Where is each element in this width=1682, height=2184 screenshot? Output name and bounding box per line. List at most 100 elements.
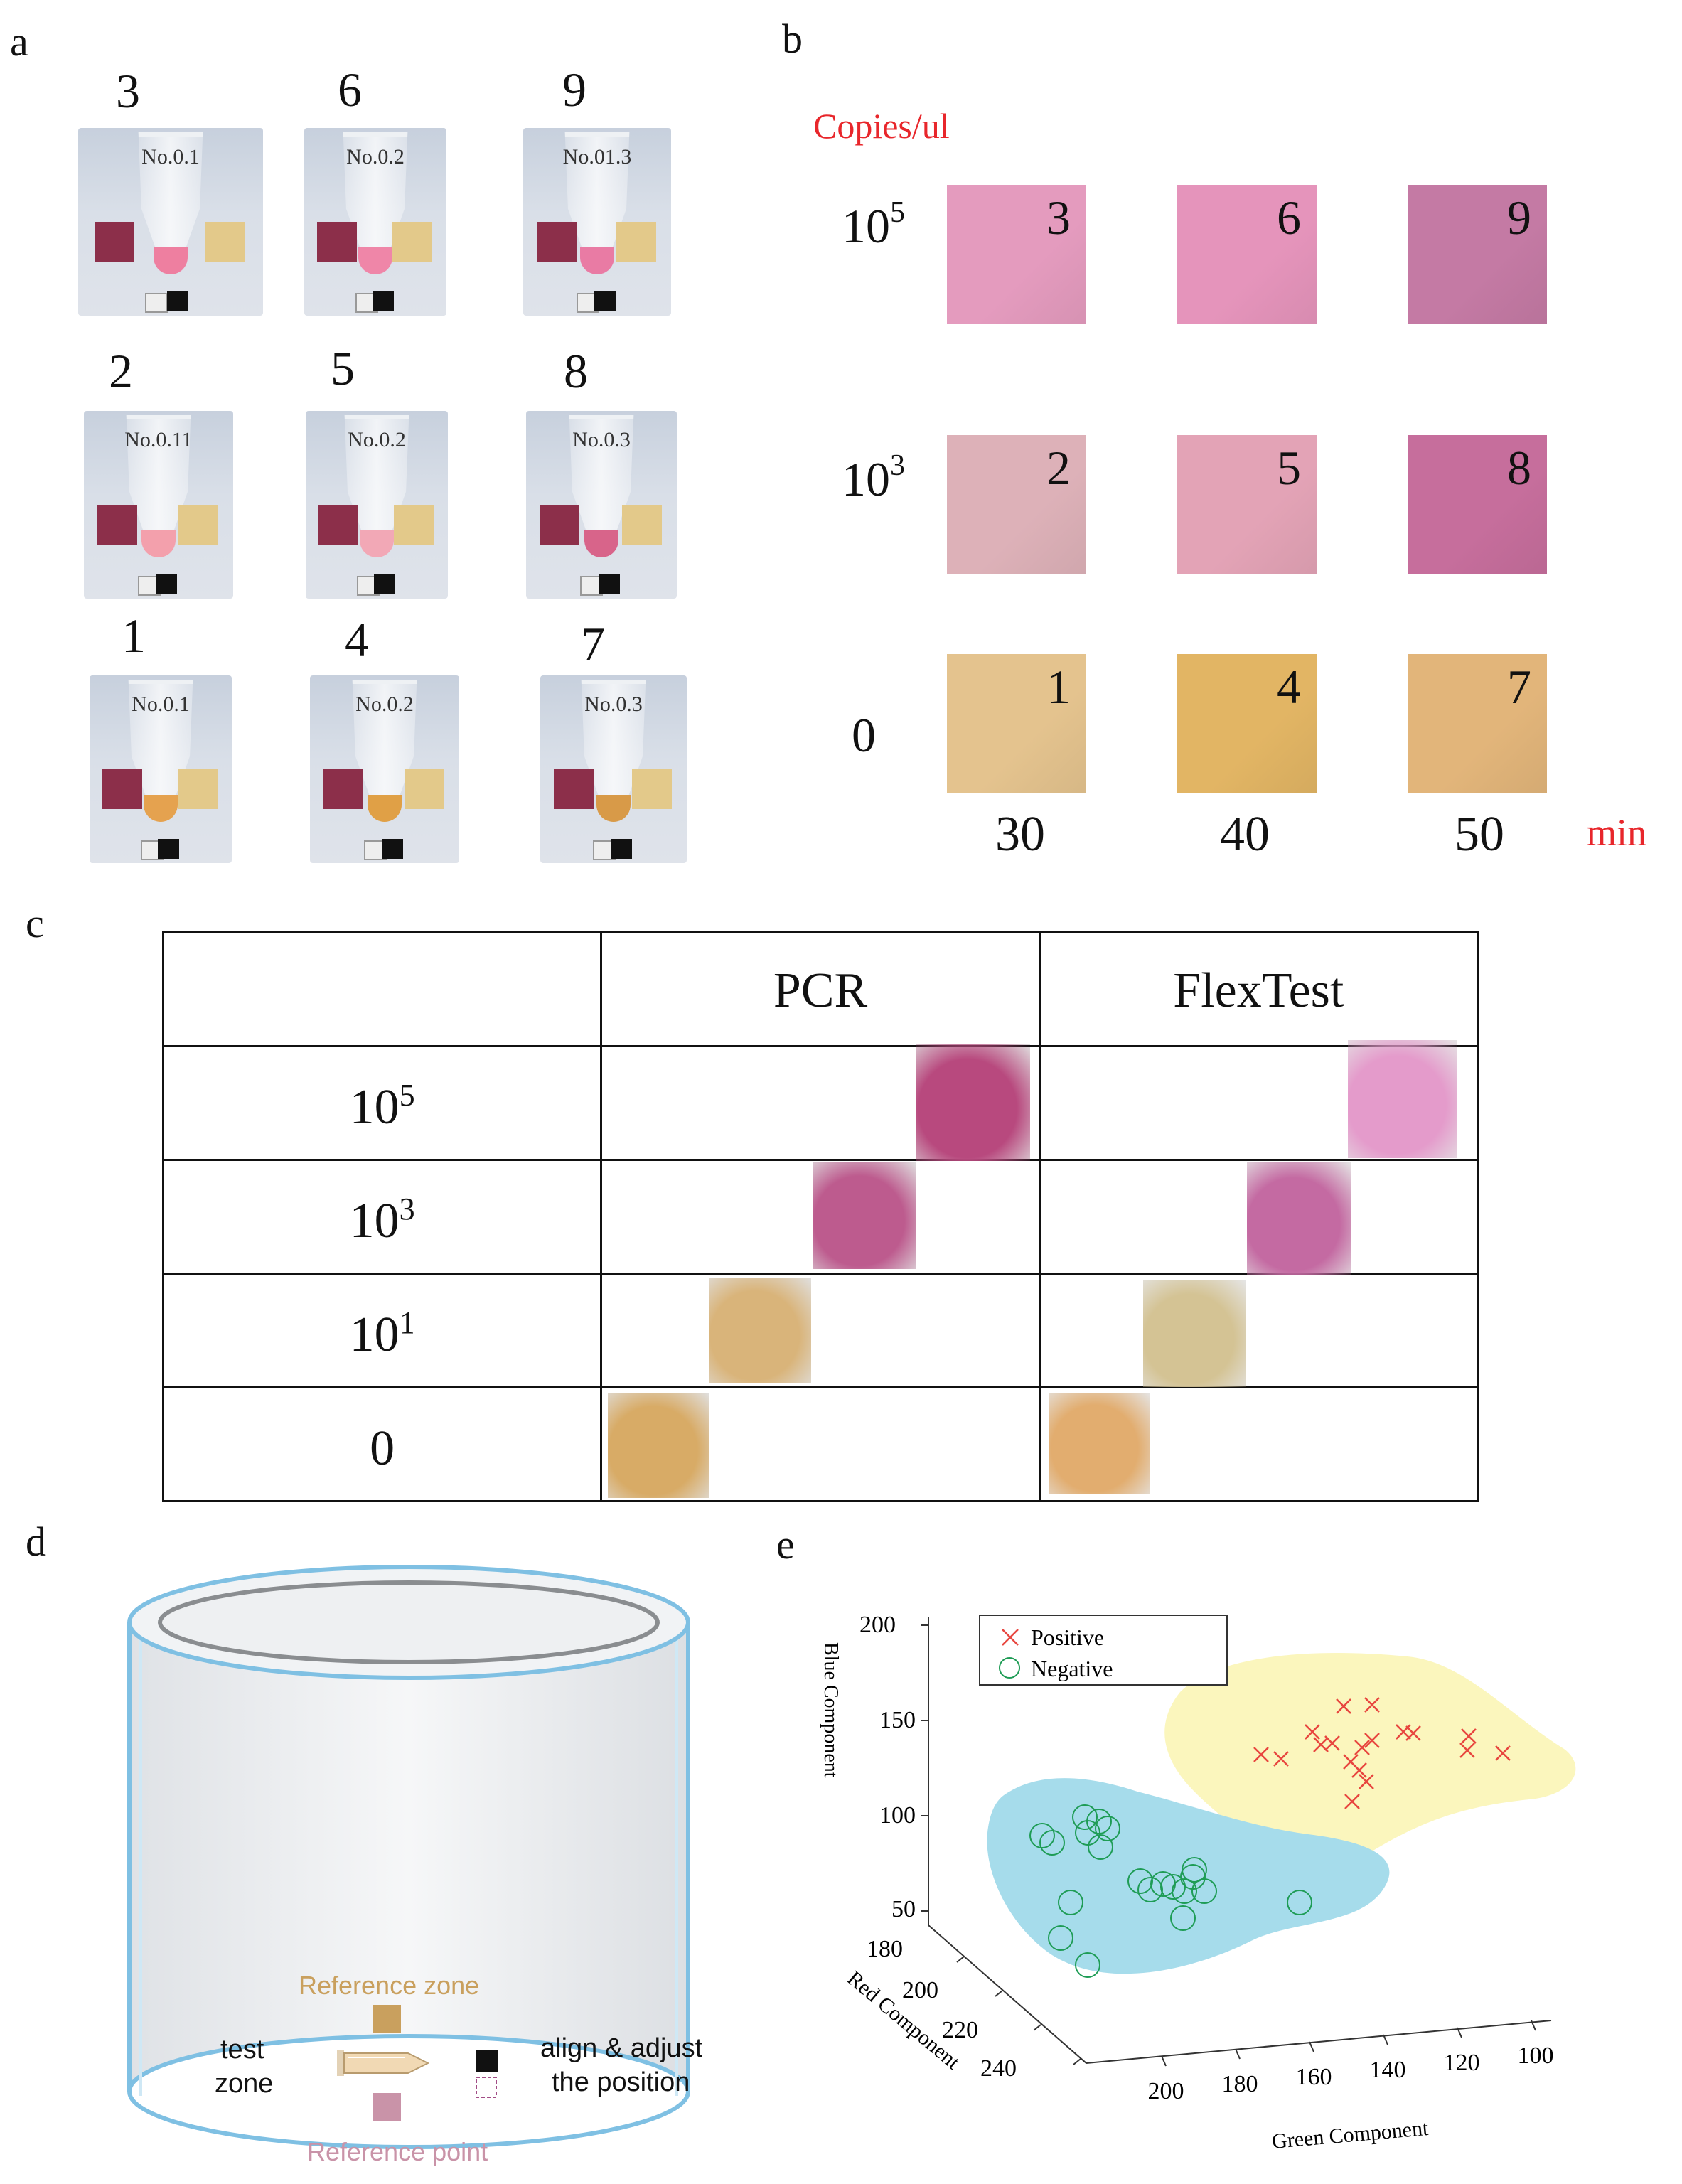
tube-label: No.0.3 — [572, 428, 631, 451]
negative-point — [1095, 1816, 1120, 1841]
negative-reference-square — [616, 222, 657, 262]
conc-base: 10 — [349, 1307, 400, 1362]
positive-points — [1253, 1697, 1511, 1809]
panel-d-letter: d — [26, 1519, 46, 1565]
time-label: 40 — [1220, 807, 1270, 862]
flextest-swatch — [1049, 1393, 1150, 1494]
panel-e-letter: e — [776, 1521, 795, 1568]
reference-zone-label: Reference zone — [299, 1971, 480, 2000]
positive-reference-square — [323, 769, 363, 809]
x-tick: 160 — [1296, 2064, 1332, 2090]
positive-point — [1336, 1698, 1351, 1714]
tube-liquid — [141, 530, 176, 557]
tube-liquid — [580, 247, 614, 274]
positive-reference-square — [536, 222, 577, 262]
photo-number: 4 — [345, 613, 369, 667]
conc-base: 10 — [842, 452, 890, 506]
tube-liquid — [584, 530, 618, 557]
conc-cell: 103 — [161, 1159, 603, 1275]
z-tick: 50 — [891, 1896, 916, 1922]
color-swatch: 6 — [1177, 185, 1317, 324]
conc-base: 10 — [349, 1194, 400, 1248]
pcr-swatch — [813, 1162, 917, 1269]
black-marker — [381, 839, 403, 859]
legend-positive-label: Positive — [1031, 1624, 1104, 1650]
z-tick: 150 — [879, 1707, 916, 1733]
x-tick: 100 — [1518, 2043, 1554, 2069]
black-marker — [374, 574, 395, 594]
panel-b-letter: b — [782, 16, 803, 62]
positive-point — [1405, 1725, 1421, 1741]
align-label-2: the position — [552, 2067, 690, 2097]
black-marker — [158, 839, 179, 859]
negative-point — [1086, 1809, 1112, 1834]
tube-photo: No.0.1 — [90, 675, 232, 863]
photo-number: 6 — [338, 63, 362, 117]
pcr-cell — [600, 1273, 1041, 1388]
y-tick: 220 — [942, 2017, 978, 2043]
tube-liquid — [596, 795, 631, 822]
concentration-label: 0 — [852, 711, 876, 759]
copies-unit-label: Copies/ul — [813, 106, 950, 146]
positive-point — [1344, 1794, 1360, 1809]
black-marker — [166, 291, 188, 311]
color-swatch: 9 — [1408, 185, 1547, 324]
header-pcr: PCR — [773, 963, 868, 1018]
tube-label: No.0.2 — [346, 145, 405, 168]
swatch-number: 9 — [1507, 191, 1531, 245]
negative-point — [1048, 1925, 1073, 1951]
pcr-swatch — [916, 1044, 1031, 1161]
positive-reference-square — [540, 505, 580, 545]
positive-reference-square — [317, 222, 357, 262]
photo-number: 1 — [122, 609, 146, 663]
tube-label: No.0.11 — [124, 428, 193, 451]
negative-reference-square — [178, 505, 218, 545]
conc-exp: 5 — [399, 1078, 415, 1113]
header-pcr-cell: PCR — [600, 931, 1041, 1047]
reference-zone-square — [373, 2005, 401, 2033]
flextest-swatch — [1142, 1280, 1246, 1387]
negative-point — [1182, 1857, 1207, 1883]
positive-point — [1305, 1724, 1320, 1740]
swatch-number: 2 — [1046, 441, 1071, 495]
cylinder-body — [127, 1565, 690, 2149]
positive-reference-square — [95, 222, 135, 262]
test-zone-label-1: test — [220, 2035, 264, 2065]
time-unit-label: min — [1587, 811, 1647, 854]
black-marker — [598, 574, 620, 594]
negative-point — [1170, 1905, 1196, 1931]
conc-base: 10 — [842, 199, 890, 253]
negative-reference-square — [394, 505, 434, 545]
negative-point — [1287, 1890, 1312, 1915]
alignment-dashed-square — [476, 2077, 497, 2098]
negative-reference-square — [205, 222, 245, 262]
color-swatch: 7 — [1408, 654, 1547, 793]
tube-icon — [337, 2050, 430, 2076]
positive-point — [1324, 1735, 1340, 1751]
tube-label: No.0.2 — [355, 692, 414, 716]
photo-number: 7 — [581, 617, 605, 671]
tube-label: No.0.2 — [348, 428, 406, 451]
tube-photo: No.0.1 — [78, 128, 263, 316]
header-flextest-cell: FlexTest — [1038, 931, 1479, 1047]
y-tick: 180 — [867, 1936, 903, 1962]
positive-region — [1164, 1653, 1576, 1864]
tube-liquid — [144, 795, 178, 822]
legend-negative-label: Negative — [1031, 1656, 1113, 1681]
y-tick: 200 — [902, 1977, 938, 2003]
conc-exp: 3 — [890, 449, 905, 482]
positive-reference-square — [102, 769, 142, 809]
tube-label: No.0.1 — [141, 145, 200, 168]
tube-photo: No.0.11 — [84, 411, 233, 599]
conc-base: 0 — [370, 1421, 395, 1476]
tube-liquid — [358, 247, 392, 274]
negative-reference-square — [178, 769, 218, 809]
negative-point — [1127, 1868, 1153, 1894]
color-swatch: 4 — [1177, 654, 1317, 793]
negative-point — [1137, 1877, 1163, 1902]
z-axis-label: Blue Component — [820, 1642, 842, 1778]
test-zone-label-2: zone — [215, 2069, 274, 2099]
color-swatch: 5 — [1177, 435, 1317, 574]
positive-reference-square — [553, 769, 594, 809]
time-label: 50 — [1455, 807, 1504, 862]
